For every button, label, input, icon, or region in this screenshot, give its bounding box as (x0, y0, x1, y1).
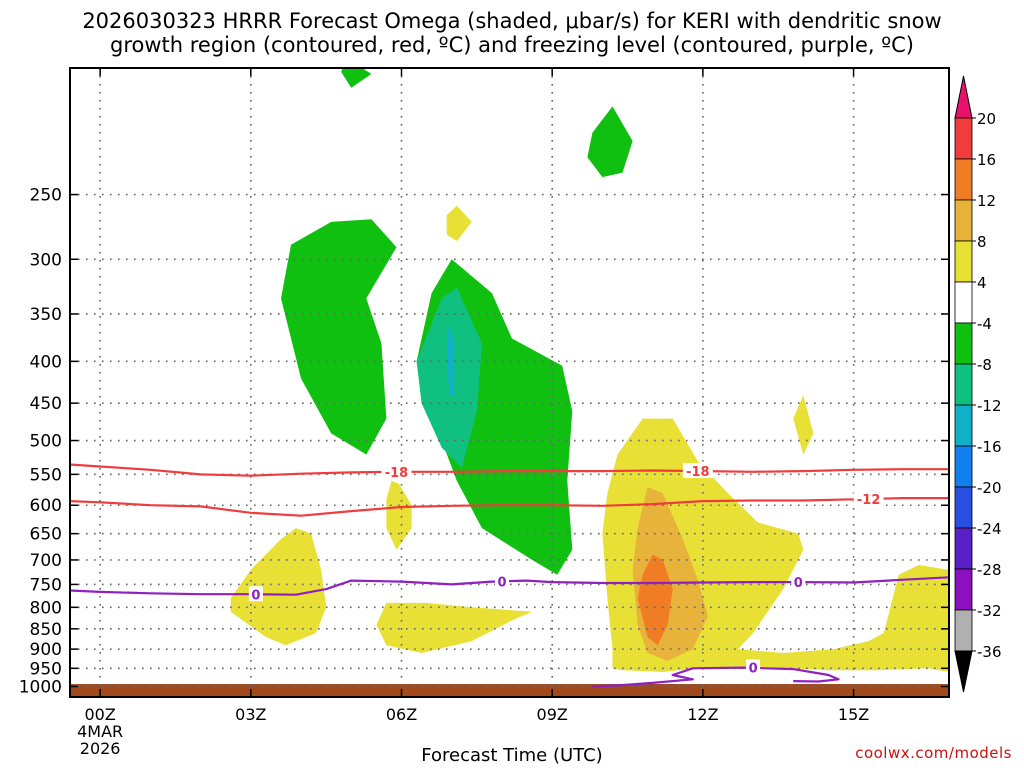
colorbar-label: -20 (977, 479, 1002, 497)
colorbar-label: 8 (977, 233, 987, 251)
omega-region (376, 602, 533, 653)
colorbar-label: -36 (977, 643, 1002, 661)
x-axis-label: Forecast Time (UTC) (421, 745, 603, 766)
colorbar-label: -24 (977, 520, 1002, 538)
colorbar-segment (954, 240, 973, 283)
colorbar-segment (954, 609, 973, 652)
colorbar-label: -16 (977, 438, 1002, 456)
omega-region (386, 480, 412, 550)
omega-shaded-regions (230, 68, 949, 672)
x-tick-sublabel: 2026 (80, 739, 121, 758)
colorbar-segment (954, 445, 973, 488)
y-tick-label: 950 (30, 659, 62, 679)
colorbar-label: -32 (977, 602, 1002, 620)
x-tick-label: 06Z (386, 705, 417, 724)
x-tick-sublabel: 4MAR (77, 722, 123, 741)
colorbar-segment (954, 486, 973, 529)
contour-label: 0 (251, 588, 260, 603)
contour-line (592, 666, 840, 688)
y-tick-label: 300 (30, 250, 62, 270)
chart-title-line-1: 2026030323 HRRR Forecast Omega (shaded, … (82, 9, 942, 33)
contour-label-bg (853, 490, 884, 506)
pressure-axis: 2503003504004505005506006507007508008509… (19, 186, 949, 698)
chart-title-line-2: growth region (contoured, red, ºC) and f… (110, 33, 914, 57)
colorbar-segment (954, 281, 973, 324)
contour-label: 0 (749, 662, 758, 677)
x-tick-label: 09Z (537, 705, 568, 724)
contour-label-bg (746, 659, 761, 675)
colorbar-segment (954, 363, 973, 406)
y-tick-label: 850 (30, 620, 62, 640)
gridlines (70, 68, 949, 697)
colorbar-segment (954, 199, 973, 242)
contour-line (70, 463, 949, 477)
y-tick-label: 600 (30, 496, 62, 516)
colorbar-segment (954, 117, 973, 160)
colorbar-label: -4 (977, 315, 992, 333)
contour-line (70, 497, 949, 517)
colorbar-label: 12 (977, 192, 996, 210)
ground-below-surface (70, 684, 949, 697)
y-tick-label: 800 (30, 598, 62, 618)
colorbar-segment (954, 322, 973, 365)
colorbar-segment (954, 568, 973, 611)
y-tick-label: 750 (30, 575, 62, 595)
contour-label-bg (381, 463, 412, 479)
y-tick-label: 400 (30, 352, 62, 372)
y-tick-label: 450 (30, 394, 62, 414)
contour-label: -18 (686, 465, 710, 480)
colorbar: 20 16 12 8 4 -4 -8 -12 -16 -20 -24 -28 -32 -36 (954, 75, 1002, 693)
colorbar-top-arrow (954, 75, 973, 119)
contour-label: 0 (794, 576, 803, 591)
omega-region (446, 205, 472, 242)
contour-label-bg (682, 463, 713, 479)
x-tick-label: 15Z (838, 705, 869, 724)
y-tick-label: 550 (30, 465, 62, 485)
colorbar-segment (954, 404, 973, 447)
omega-region (637, 554, 673, 646)
y-tick-label: 250 (30, 186, 62, 206)
colorbar-bottom-arrow (954, 650, 973, 693)
contour-line (70, 576, 949, 596)
contour-label-bg (248, 586, 263, 602)
colorbar-label: -12 (977, 397, 1002, 415)
credit-link[interactable]: coolwx.com/models (855, 744, 1012, 762)
colorbar-segment (954, 527, 973, 570)
y-tick-label: 900 (30, 640, 62, 660)
contour-label-bg (791, 574, 806, 590)
y-tick-label: 650 (30, 525, 62, 545)
omega-region (281, 219, 397, 455)
contour-lines: -18 -18 -12 0 0 0 0 (70, 463, 949, 688)
contour-label: 0 (497, 575, 506, 590)
y-tick-label: 500 (30, 432, 62, 452)
contour-label: -12 (857, 493, 881, 508)
x-tick-label: 12Z (687, 705, 718, 724)
y-tick-label: 1000 (19, 678, 62, 698)
omega-region (341, 68, 372, 88)
omega-region (793, 395, 814, 455)
colorbar-label: 20 (977, 110, 996, 128)
colorbar-segment (954, 158, 973, 201)
x-tick-label: 03Z (235, 705, 266, 724)
omega-region (587, 106, 633, 178)
colorbar-label: 4 (977, 274, 987, 292)
omega-region (230, 528, 327, 646)
omega-region (446, 324, 455, 396)
contour-label-bg (494, 573, 509, 589)
contour-label: -18 (385, 466, 409, 481)
plot-frame (69, 67, 950, 698)
y-tick-label: 700 (30, 551, 62, 571)
colorbar-label: 16 (977, 151, 996, 169)
x-tick-label: 00Z (84, 705, 115, 724)
y-tick-label: 350 (30, 305, 62, 325)
colorbar-label: -8 (977, 356, 992, 374)
colorbar-label: -28 (977, 561, 1002, 579)
